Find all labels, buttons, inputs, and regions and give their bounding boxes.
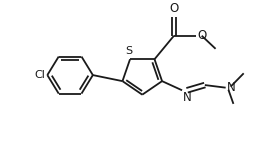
Text: N: N <box>227 81 236 94</box>
Text: S: S <box>125 46 132 56</box>
Text: O: O <box>169 2 179 15</box>
Text: Cl: Cl <box>34 70 45 80</box>
Text: N: N <box>183 91 192 104</box>
Text: O: O <box>197 29 206 42</box>
